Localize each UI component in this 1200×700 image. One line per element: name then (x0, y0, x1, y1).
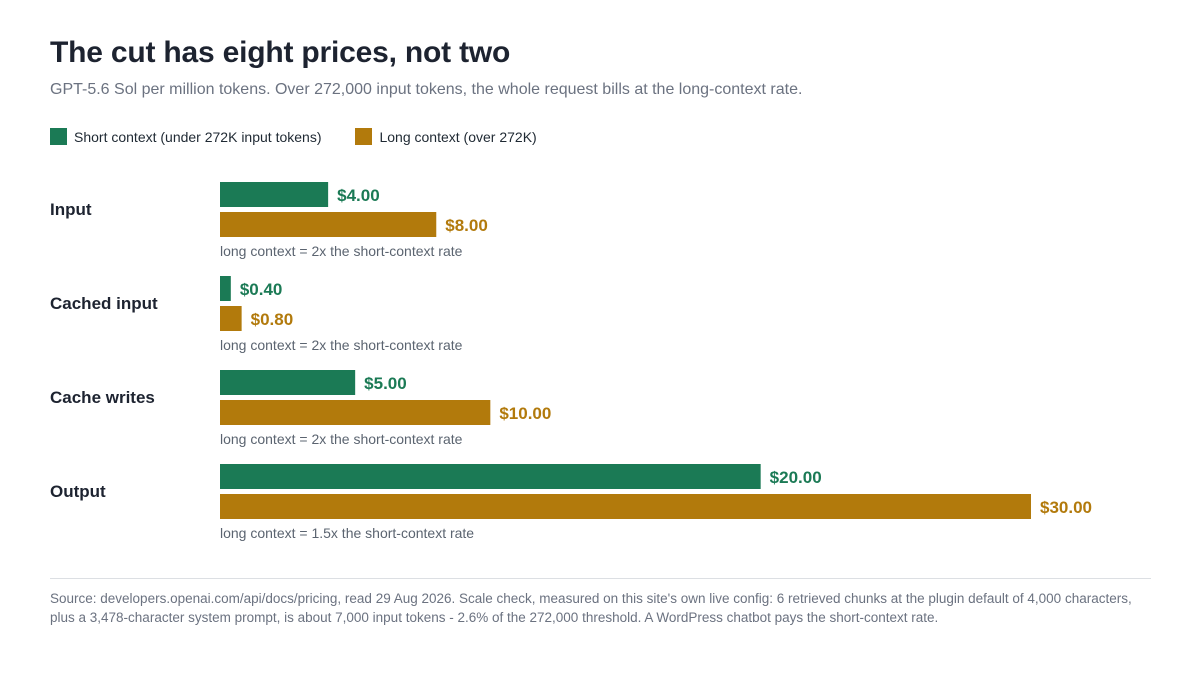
legend-label-long: Long context (over 272K) (379, 128, 537, 145)
bar-long-output (220, 494, 1031, 519)
value-label-short-output: $20.00 (770, 468, 822, 487)
value-label-long-cache-writes: $10.00 (499, 404, 551, 423)
footer-divider (50, 578, 1151, 579)
annotation-output: long context = 1.5x the short-context ra… (220, 525, 474, 541)
value-label-long-input: $8.00 (445, 216, 488, 235)
legend-swatch-short (50, 128, 67, 145)
value-label-long-output: $30.00 (1040, 498, 1092, 517)
bar-short-cached-input (220, 276, 231, 301)
legend-swatch-long (355, 128, 373, 145)
chart-legend: Short context (under 272K input tokens) … (50, 128, 571, 145)
annotation-cached-input: long context = 2x the short-context rate (220, 337, 463, 353)
value-label-short-cached-input: $0.40 (240, 280, 283, 299)
category-label-cached-input: Cached input (50, 294, 158, 313)
value-label-short-input: $4.00 (337, 186, 380, 205)
category-label-input: Input (50, 200, 92, 219)
source-note: Source: developers.openai.com/api/docs/p… (50, 591, 1132, 625)
legend-item-long: Long context (over 272K) (355, 128, 537, 145)
bar-short-output (220, 464, 761, 489)
legend-item-short: Short context (under 272K input tokens) (50, 128, 321, 145)
bar-short-input (220, 182, 329, 207)
legend-label-short: Short context (under 272K input tokens) (74, 128, 322, 145)
category-label-cache-writes: Cache writes (50, 388, 155, 407)
chart-subtitle: GPT-5.6 Sol per million tokens. Over 272… (50, 81, 803, 98)
annotation-input: long context = 2x the short-context rate (220, 243, 463, 259)
value-label-short-cache-writes: $5.00 (364, 374, 407, 393)
bar-long-cached-input (220, 306, 242, 331)
chart-title: The cut has eight prices, not two (50, 36, 511, 69)
bar-long-cache-writes (220, 400, 491, 425)
category-label-output: Output (50, 482, 106, 501)
annotation-cache-writes: long context = 2x the short-context rate (220, 431, 463, 447)
value-label-long-cached-input: $0.80 (251, 310, 294, 329)
bar-short-cache-writes (220, 370, 356, 395)
bar-long-input (220, 212, 437, 237)
